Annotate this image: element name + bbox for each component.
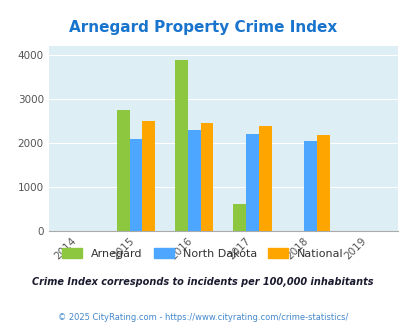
Bar [188,130,200,231]
Text: Crime Index corresponds to incidents per 100,000 inhabitants: Crime Index corresponds to incidents per… [32,278,373,287]
Bar [129,139,142,231]
Text: Arnegard Property Crime Index: Arnegard Property Crime Index [69,20,336,35]
Bar [316,135,329,231]
Bar [175,60,188,231]
Bar [232,204,245,231]
Bar [245,134,258,231]
Bar [142,120,155,231]
Text: © 2025 CityRating.com - https://www.cityrating.com/crime-statistics/: © 2025 CityRating.com - https://www.city… [58,313,347,322]
Bar [200,123,213,231]
Bar [258,126,271,231]
Bar [303,141,316,231]
Bar [117,110,129,231]
Legend: Arnegard, North Dakota, National: Arnegard, North Dakota, National [59,245,346,262]
